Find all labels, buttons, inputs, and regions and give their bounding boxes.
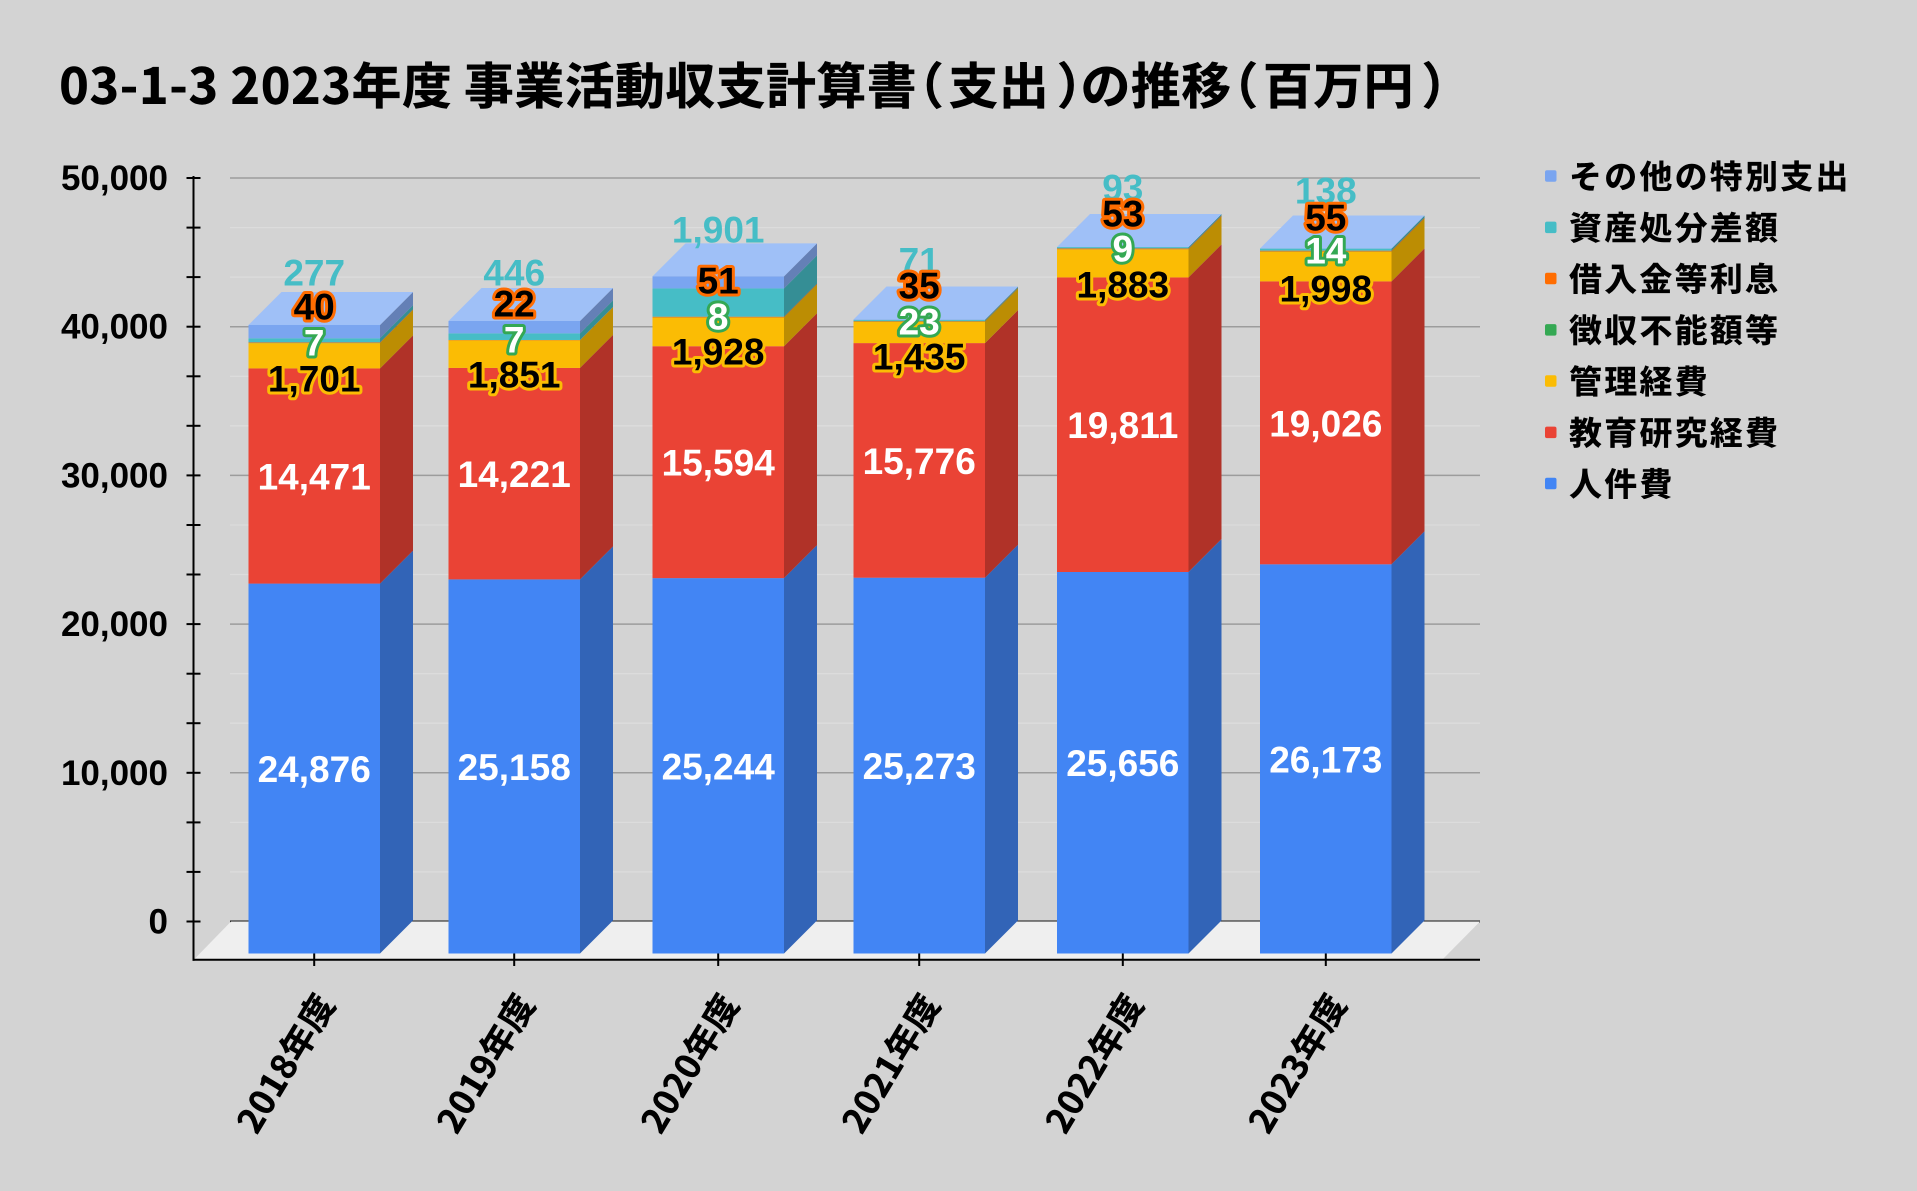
svg-text:40,000: 40,000 xyxy=(61,308,168,347)
svg-text:25,158: 25,158 xyxy=(458,747,571,788)
svg-text:1,851: 1,851 xyxy=(468,355,561,396)
svg-text:1,883: 1,883 xyxy=(1077,265,1170,306)
svg-text:15,594: 15,594 xyxy=(662,443,776,484)
svg-text:35: 35 xyxy=(899,266,940,307)
svg-text:1,701: 1,701 xyxy=(268,359,361,400)
svg-text:1,901: 1,901 xyxy=(672,210,765,251)
svg-text:51: 51 xyxy=(698,261,739,302)
svg-text:24,876: 24,876 xyxy=(258,749,371,790)
svg-text:15,776: 15,776 xyxy=(863,441,976,482)
svg-text:26,173: 26,173 xyxy=(1269,739,1382,780)
svg-text:14: 14 xyxy=(1305,231,1347,272)
svg-text:20,000: 20,000 xyxy=(61,605,168,644)
svg-text:1,928: 1,928 xyxy=(672,332,765,373)
svg-text:9: 9 xyxy=(1113,229,1134,270)
svg-text:25,273: 25,273 xyxy=(863,746,976,787)
svg-text:7: 7 xyxy=(304,323,325,364)
svg-text:19,026: 19,026 xyxy=(1269,403,1382,444)
svg-text:19,811: 19,811 xyxy=(1067,405,1178,446)
svg-text:25,244: 25,244 xyxy=(662,746,776,787)
svg-text:30,000: 30,000 xyxy=(61,456,168,495)
svg-text:22: 22 xyxy=(494,284,535,325)
svg-text:25,656: 25,656 xyxy=(1066,743,1179,784)
svg-text:1,435: 1,435 xyxy=(873,337,966,378)
svg-text:40: 40 xyxy=(294,287,335,328)
svg-text:1,998: 1,998 xyxy=(1280,269,1373,310)
svg-text:10,000: 10,000 xyxy=(61,754,168,793)
svg-text:50,000: 50,000 xyxy=(61,159,168,198)
svg-text:14,221: 14,221 xyxy=(458,454,571,495)
svg-text:14,471: 14,471 xyxy=(258,457,371,498)
svg-text:0: 0 xyxy=(149,903,168,942)
